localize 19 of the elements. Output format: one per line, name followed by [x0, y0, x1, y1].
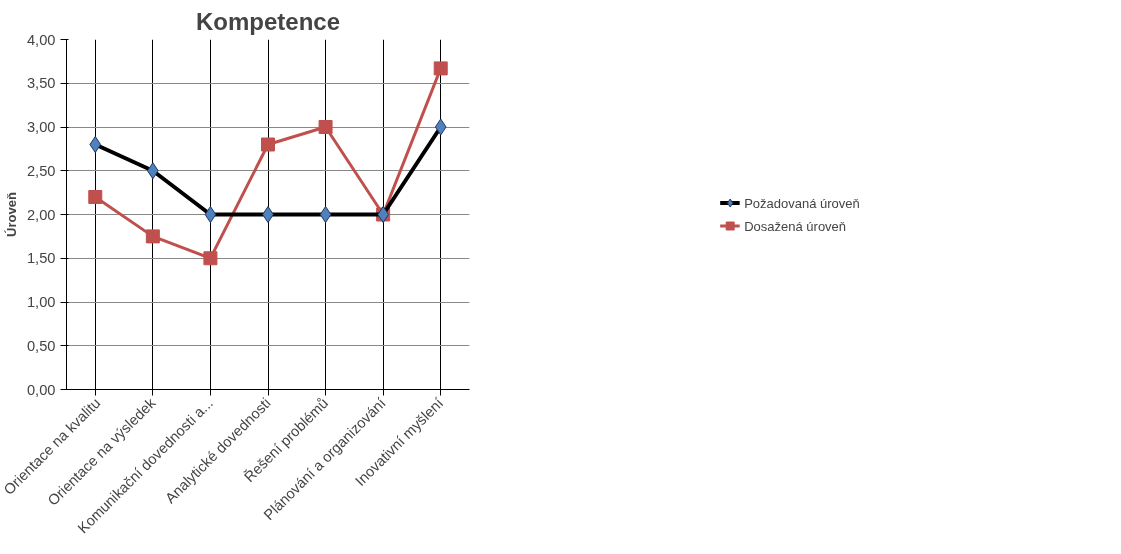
y-tick-label: 3,50	[26, 75, 56, 92]
point	[145, 229, 160, 244]
point	[318, 120, 333, 134]
y-tick-label: 0,00	[26, 381, 56, 398]
y-tick-label: 1,50	[26, 250, 56, 267]
point	[203, 251, 218, 266]
y-tick-label: 3,00	[26, 119, 56, 135]
y-tick-label: 0,50	[26, 337, 56, 354]
legend-label: Dosažená úroveň	[744, 218, 847, 233]
y-tick-label: 4,00	[26, 31, 56, 48]
y-tick-label: 1,00	[26, 294, 56, 310]
y-tick-label: 2,00	[26, 206, 56, 223]
point	[433, 61, 448, 76]
y-axis-title: Úroveň	[3, 192, 19, 237]
legend-label: Požadovaná úroveň	[744, 195, 860, 210]
chart-title: Kompetence	[195, 7, 341, 35]
y-tick-label: 2,50	[26, 162, 56, 179]
point	[261, 137, 275, 152]
point	[88, 190, 103, 204]
